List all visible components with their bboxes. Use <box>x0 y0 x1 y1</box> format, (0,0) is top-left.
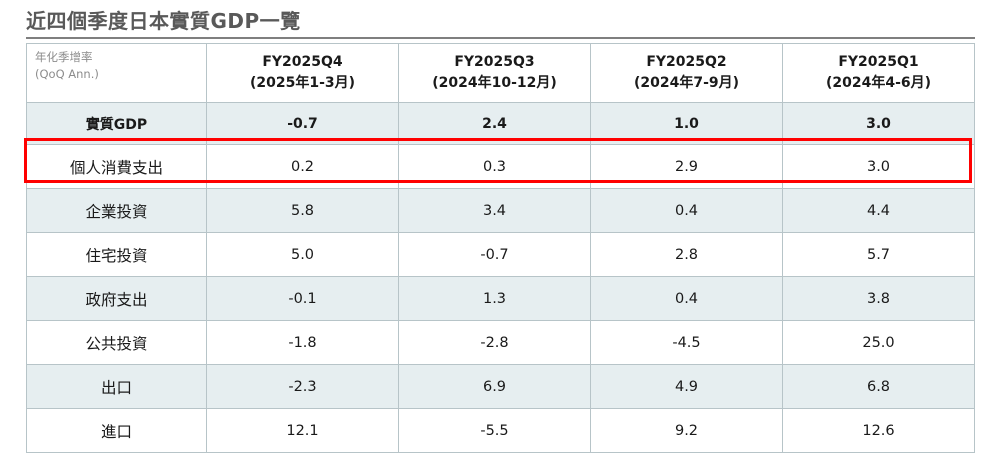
column-quarter: FY2025Q3 <box>454 54 535 70</box>
column-quarter: FY2025Q4 <box>262 54 343 70</box>
table-cell: -1.8 <box>206 320 399 365</box>
table-cell: 5.8 <box>206 188 399 233</box>
table-cell: -5.5 <box>398 408 591 453</box>
table-cell: -0.1 <box>206 276 399 321</box>
table-cell: 3.8 <box>782 276 975 321</box>
row-label: 出口 <box>26 364 207 409</box>
table-cell: 5.7 <box>782 232 975 277</box>
table-cell: 3.4 <box>398 188 591 233</box>
table-row: 企業投資 5.8 3.4 0.4 4.4 <box>26 188 975 233</box>
column-quarter: FY2025Q1 <box>838 54 919 70</box>
row-label: 政府支出 <box>26 276 207 321</box>
table-cell: 1.0 <box>590 102 783 145</box>
column-quarter: FY2025Q2 <box>646 54 727 70</box>
column-header: FY2025Q4 (2025年1-3月) <box>206 43 399 103</box>
table-cell: 6.9 <box>398 364 591 409</box>
column-period: (2025年1-3月) <box>249 75 356 91</box>
row-label: 實質GDP <box>26 102 207 145</box>
row-label: 住宅投資 <box>26 232 207 277</box>
table-cell: 4.4 <box>782 188 975 233</box>
gdp-table: 年化季增率 (QoQ Ann.) FY2025Q4 (2025年1-3月) FY… <box>26 43 975 453</box>
table-row: 住宅投資 5.0 -0.7 2.8 5.7 <box>26 232 975 277</box>
table-cell: -4.5 <box>590 320 783 365</box>
header-row: 年化季增率 (QoQ Ann.) FY2025Q4 (2025年1-3月) FY… <box>26 43 975 103</box>
row-label: 進口 <box>26 408 207 453</box>
table-cell: 9.2 <box>590 408 783 453</box>
corner-sublabel: (QoQ Ann.) <box>35 67 99 81</box>
table-cell: 5.0 <box>206 232 399 277</box>
row-label: 公共投資 <box>26 320 207 365</box>
table-cell: -0.7 <box>206 102 399 145</box>
corner-header-cell: 年化季增率 (QoQ Ann.) <box>26 43 207 103</box>
table-row: 出口 -2.3 6.9 4.9 6.8 <box>26 364 975 409</box>
table-cell: 4.9 <box>590 364 783 409</box>
column-header: FY2025Q1 (2024年4-6月) <box>782 43 975 103</box>
table-cell: 12.6 <box>782 408 975 453</box>
title-divider <box>26 37 975 39</box>
table-cell: 3.0 <box>782 144 975 189</box>
table-row: 個人消費支出 0.2 0.3 2.9 3.0 <box>26 144 975 189</box>
table-cell: 0.4 <box>590 188 783 233</box>
table-cell: -0.7 <box>398 232 591 277</box>
table-cell: -2.8 <box>398 320 591 365</box>
column-header: FY2025Q2 (2024年7-9月) <box>590 43 783 103</box>
column-period: (2024年7-9月) <box>633 75 740 91</box>
table-cell: -2.3 <box>206 364 399 409</box>
table-row: 實質GDP -0.7 2.4 1.0 3.0 <box>26 102 975 145</box>
table-row: 政府支出 -0.1 1.3 0.4 3.8 <box>26 276 975 321</box>
table-cell: 0.2 <box>206 144 399 189</box>
column-header: FY2025Q3 (2024年10-12月) <box>398 43 591 103</box>
column-period: (2024年10-12月) <box>432 75 557 91</box>
table-cell: 2.9 <box>590 144 783 189</box>
column-period: (2024年4-6月) <box>825 75 932 91</box>
table-cell: 12.1 <box>206 408 399 453</box>
table-cell: 0.3 <box>398 144 591 189</box>
row-label: 企業投資 <box>26 188 207 233</box>
table-row: 進口 12.1 -5.5 9.2 12.6 <box>26 408 975 453</box>
corner-label: 年化季增率 <box>35 50 93 64</box>
table-cell: 3.0 <box>782 102 975 145</box>
page-title: 近四個季度日本實質GDP一覽 <box>26 9 301 33</box>
table-cell: 2.8 <box>590 232 783 277</box>
row-label: 個人消費支出 <box>26 144 207 189</box>
table-cell: 25.0 <box>782 320 975 365</box>
table-cell: 2.4 <box>398 102 591 145</box>
table-cell: 1.3 <box>398 276 591 321</box>
table-row: 公共投資 -1.8 -2.8 -4.5 25.0 <box>26 320 975 365</box>
table-cell: 6.8 <box>782 364 975 409</box>
table-cell: 0.4 <box>590 276 783 321</box>
